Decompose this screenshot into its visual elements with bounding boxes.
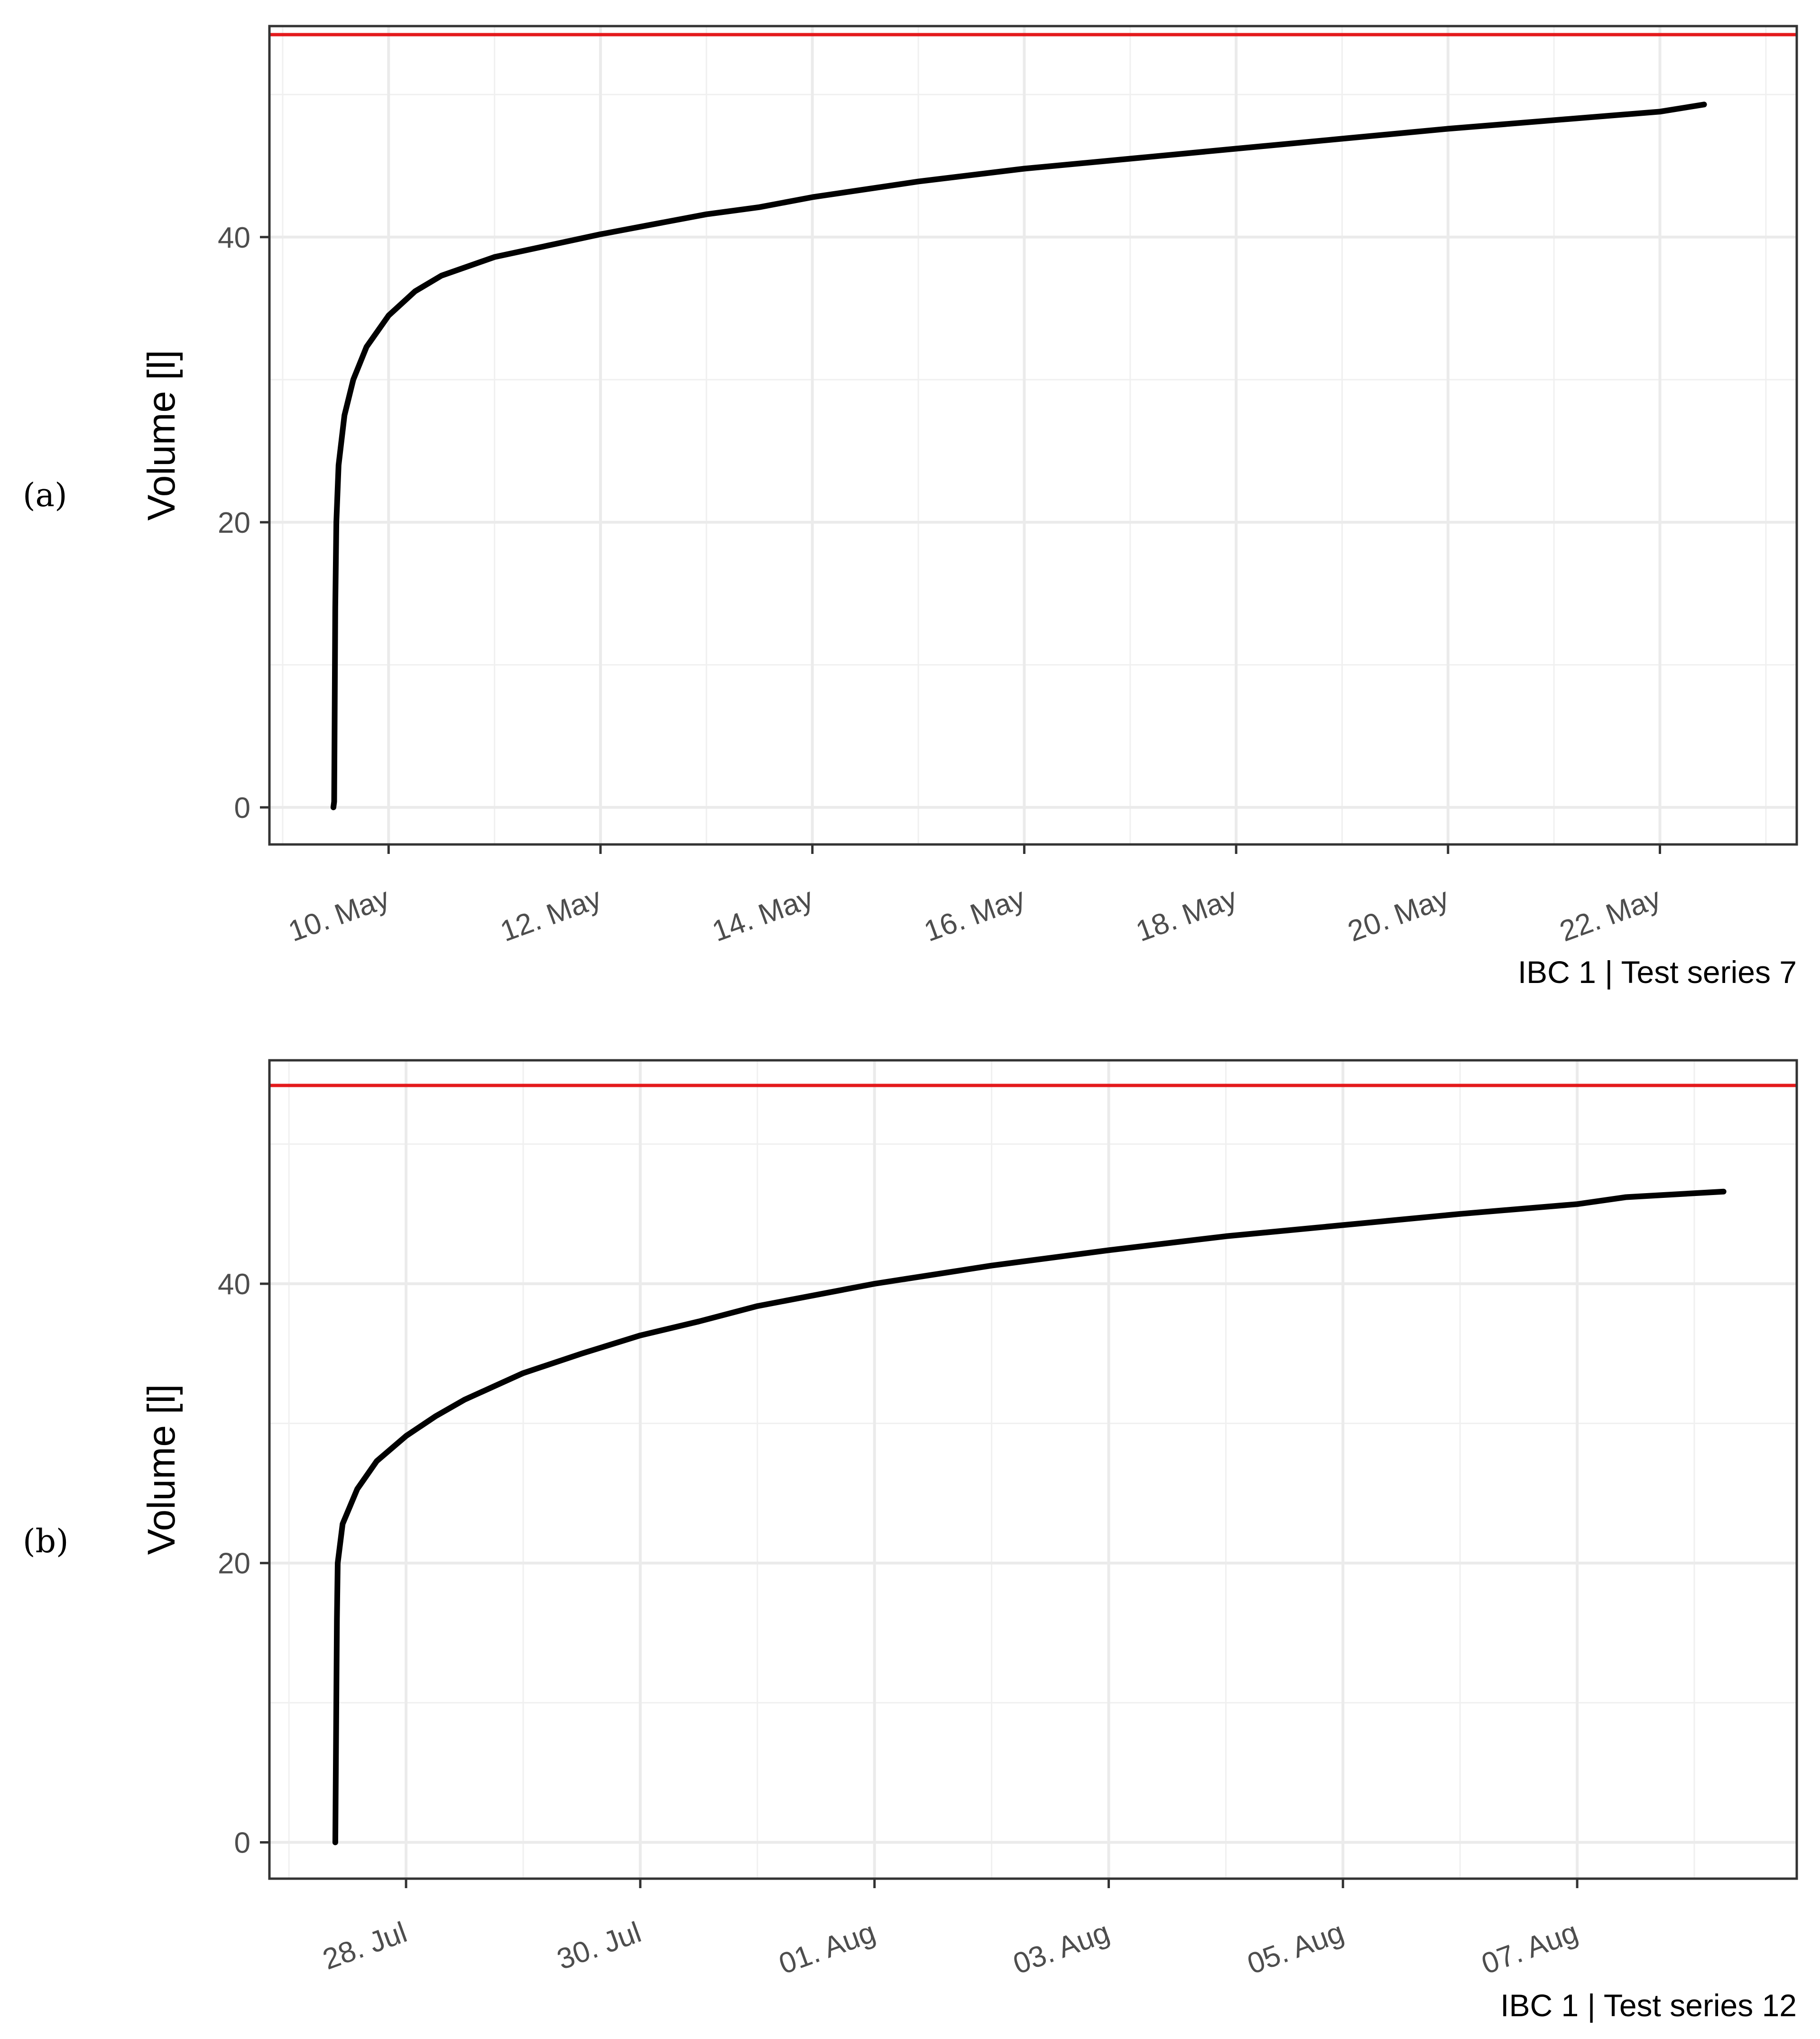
x-tick-label: 12. May xyxy=(496,881,606,948)
plot-background xyxy=(269,1060,1797,1879)
x-tick-label: 20. May xyxy=(1344,881,1453,948)
chart-panel-a: 10. May 12. May 14. May 16. May 18. May 20. M… xyxy=(140,25,1798,990)
plot-border xyxy=(268,1059,1798,1880)
y-tick-label: 0 xyxy=(234,1826,250,1859)
chart-caption: IBC 1 | Test series 7 xyxy=(1518,955,1797,990)
panel-label-a: (a) xyxy=(23,477,67,514)
y-tick-label: 20 xyxy=(218,507,250,539)
x-tick-label: 03. Aug xyxy=(1009,1916,1114,1981)
y-axis-title: Volume [l] xyxy=(140,350,183,520)
x-tick-label: 18. May xyxy=(1132,881,1241,948)
volume-series-line xyxy=(332,1188,1727,1845)
x-tick-label: 30. Jul xyxy=(553,1916,645,1976)
x-tick-label: 01. Aug xyxy=(775,1916,879,1981)
x-tick-label: 10. May xyxy=(284,881,394,948)
y-tick-label: 20 xyxy=(218,1548,250,1580)
x-tick-label: 28. Jul xyxy=(319,1916,411,1976)
plot-border xyxy=(268,25,1798,846)
y-axis-title: Volume [l] xyxy=(140,1384,183,1555)
panel-label-b: (b) xyxy=(23,1523,69,1560)
plot-background xyxy=(269,26,1797,844)
x-tick-label: 14. May xyxy=(708,881,818,948)
chart-caption: IBC 1 | Test series 12 xyxy=(1500,1988,1797,2023)
volume-series-line xyxy=(330,102,1707,810)
x-tick-label: 22. May xyxy=(1555,881,1665,948)
chart-panel-b: 28. Jul 30. Jul 01. Aug 03. Aug 05. Aug 07. A… xyxy=(140,1059,1798,2023)
x-tick-label: 07. Aug xyxy=(1478,1916,1582,1981)
y-tick-label: 40 xyxy=(218,222,250,254)
y-tick-label: 0 xyxy=(234,792,250,825)
x-tick-label: 16. May xyxy=(920,881,1029,948)
y-tick-label: 40 xyxy=(218,1268,250,1301)
x-tick-label: 05. Aug xyxy=(1243,1916,1348,1981)
